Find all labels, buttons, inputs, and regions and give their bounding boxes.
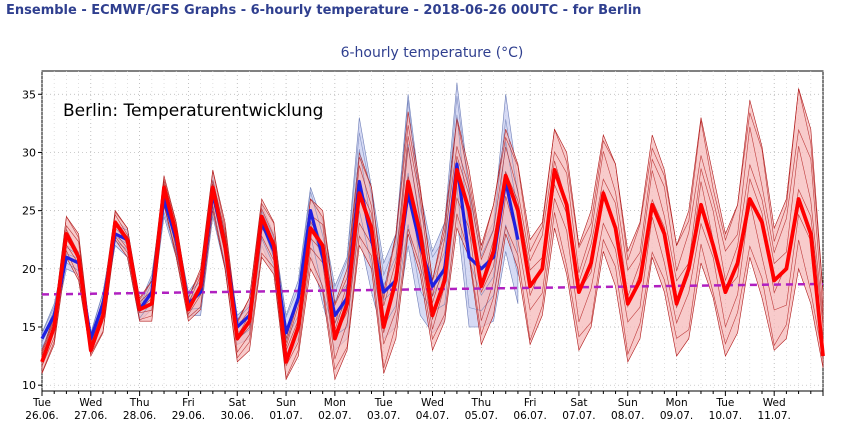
x-tick-label-day: Thu [129, 397, 150, 409]
y-tick-label: 25 [22, 205, 36, 218]
x-tick-label-date: 04.07. [416, 410, 449, 422]
climate-line [41, 282, 824, 296]
y-tick-label: 15 [22, 321, 36, 334]
x-tick-label-date: 06.07. [513, 410, 546, 422]
y-tick-label: 20 [22, 263, 36, 276]
x-tick-label-date: 08.07. [611, 410, 644, 422]
x-tick-label-day: Tue [374, 397, 393, 409]
x-tick-label-day: Sun [618, 397, 638, 409]
x-tick-label-day: Wed [421, 397, 444, 409]
x-tick-label-date: 02.07. [318, 410, 351, 422]
x-tick-label-day: Tue [32, 397, 51, 409]
x-tick-label-date: 30.06. [221, 410, 254, 422]
x-tick-label-day: Tue [715, 397, 734, 409]
chart-title: 6-hourly temperature (°C) [341, 45, 524, 61]
x-tick-label-date: 10.07. [709, 410, 742, 422]
x-tick-label-date: 07.07. [562, 410, 595, 422]
x-tick-label-day: Mon [324, 397, 346, 409]
y-tick-label: 35 [22, 88, 36, 101]
x-tick-label-day: Fri [182, 397, 195, 409]
x-tick-label-day: Fri [524, 397, 537, 409]
x-tick-label-date: 03.07. [367, 410, 400, 422]
x-tick-label-date: 28.06. [123, 410, 156, 422]
y-tick-label: 10 [22, 379, 36, 392]
ecmwf-member-line [41, 203, 824, 379]
x-tick-label-day: Wed [763, 397, 786, 409]
x-tick-label-date: 01.07. [269, 410, 302, 422]
x-tick-label-day: Sat [570, 397, 587, 409]
chart-annotation: Berlin: Temperaturentwicklung [63, 101, 323, 121]
x-tick-label-date: 26.06. [25, 410, 58, 422]
axis-layer: 101520253035Tue26.06.Wed27.06.Thu28.06.F… [22, 88, 824, 422]
page-header: Ensemble - ECMWF/GFS Graphs - 6-hourly t… [6, 3, 642, 18]
x-tick-label-day: Wed [79, 397, 102, 409]
x-tick-label-date: 05.07. [465, 410, 498, 422]
x-tick-label-date: 11.07. [757, 410, 790, 422]
x-tick-label-day: Sat [229, 397, 246, 409]
ecmwf-mean-line [40, 167, 825, 364]
ecmwf-member-line [41, 88, 824, 353]
y-tick-label: 30 [22, 146, 36, 159]
x-tick-label-day: Thu [470, 397, 491, 409]
x-tick-label-day: Mon [665, 397, 687, 409]
x-tick-label-day: Sun [276, 397, 296, 409]
x-tick-label-date: 27.06. [74, 410, 107, 422]
mean-layer [40, 162, 825, 364]
x-tick-label-date: 09.07. [660, 410, 693, 422]
x-tick-label-date: 29.06. [172, 410, 205, 422]
